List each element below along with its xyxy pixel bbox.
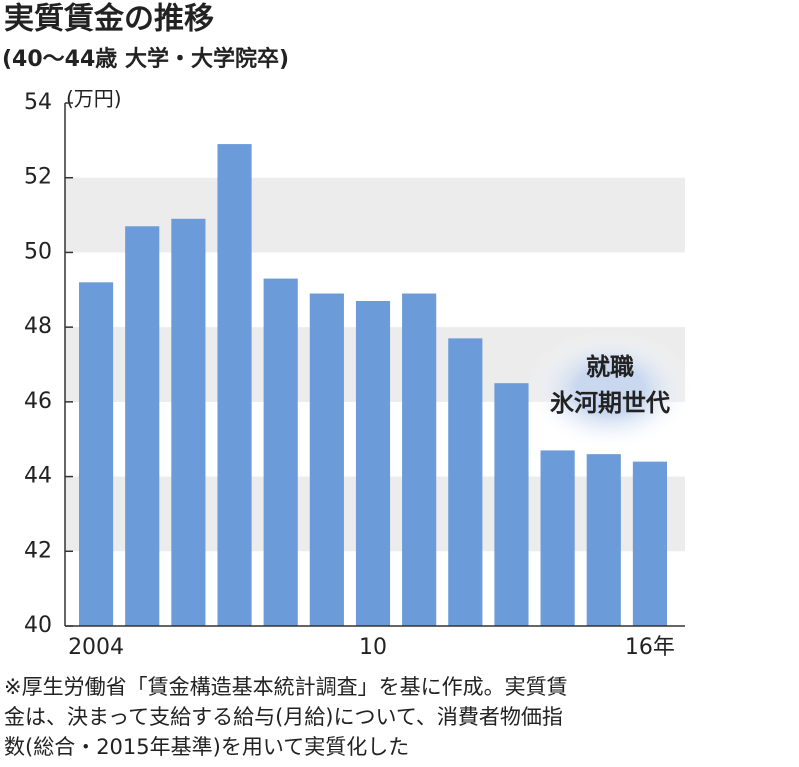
bar (263, 278, 298, 626)
bar (402, 293, 437, 626)
annotation: 氷河期世代 (550, 389, 670, 417)
bar (540, 450, 575, 626)
bar (355, 300, 391, 626)
y-tick-label: 52 (24, 165, 52, 190)
y-tick-label: 48 (24, 314, 52, 339)
footnote: 金は、決まって支給する給与(月給)について、消費者物価指 (4, 705, 563, 729)
annotation: 就職 (586, 353, 634, 381)
footnote: 数(総合・2015年基準)を用いて実質化した (4, 735, 409, 759)
bar (217, 144, 252, 627)
x-tick-label: 16年 (625, 635, 675, 660)
y-tick-label: 46 (24, 389, 52, 414)
y-tick-label: 54 (24, 90, 52, 115)
x-tick-label: 10 (359, 635, 387, 660)
annotation-glow (525, 330, 695, 450)
bar (586, 454, 621, 626)
chart-subtitle: (40～44歳 大学・大学院卒) (2, 46, 289, 72)
shaded-band (65, 177, 685, 253)
bar (448, 338, 483, 626)
bar (171, 218, 206, 627)
bar (125, 226, 160, 626)
bar (632, 461, 667, 626)
y-tick-label: 44 (24, 464, 52, 489)
x-tick-label: 2004 (68, 635, 124, 660)
chart-title: 実質賃金の推移 (4, 2, 214, 37)
bar (494, 383, 529, 626)
y-tick-label: 40 (24, 613, 52, 638)
y-unit: (万円) (66, 87, 122, 111)
bar (79, 282, 114, 626)
bar (309, 293, 344, 626)
y-tick-label: 50 (24, 239, 52, 264)
y-tick-label: 42 (24, 538, 52, 563)
footnote: ※厚生労働省「賃金構造基本統計調査」を基に作成。実質賃 (4, 675, 568, 699)
